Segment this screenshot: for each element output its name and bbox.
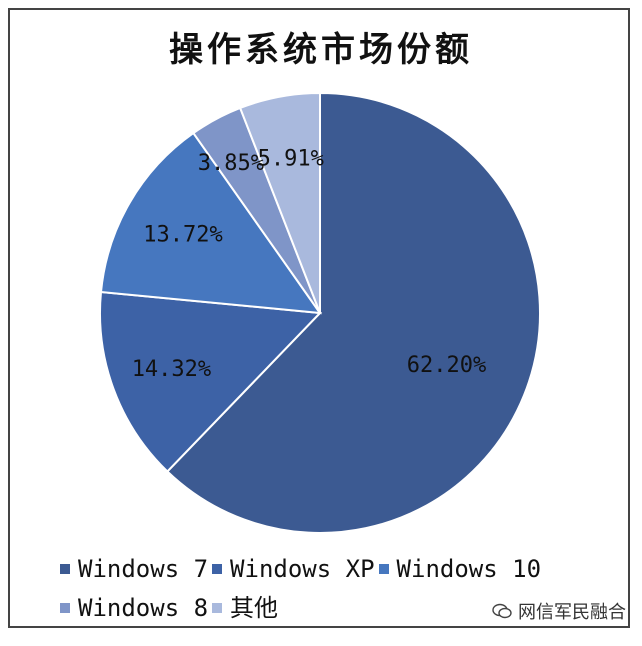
slice-label-5: 5.91%: [258, 146, 324, 171]
watermark: 网信军民融合: [492, 598, 626, 624]
slice-label-4: 3.85%: [198, 151, 264, 176]
watermark-text: 网信军民融合: [518, 602, 626, 623]
pie-slice-1: [165, 91, 541, 534]
legend: Windows 7 Windows XP Windows 10 Windows 8 其他: [60, 548, 600, 626]
legend-item-1: Windows 7: [60, 551, 208, 587]
legend-item-4: Windows 8: [60, 590, 208, 626]
pie-slice-5: [238, 91, 321, 314]
slice-label-1: 62.20%: [407, 353, 486, 378]
slice-label-2: 14.32%: [132, 357, 211, 382]
legend-swatch-1: [60, 564, 70, 574]
pie-slice-3: [99, 131, 323, 315]
legend-label-2: Windows XP: [230, 555, 375, 583]
legend-swatch-3: [378, 564, 389, 574]
wechat-icon: [492, 603, 512, 619]
legend-swatch-5: [212, 603, 223, 613]
slice-label-3: 13.72%: [143, 222, 222, 247]
legend-swatch-4: [60, 603, 70, 613]
legend-label-3: Windows 10: [396, 555, 542, 583]
chart-title: 操作系统市场份额: [169, 30, 473, 70]
legend-item-2: Windows XP: [212, 551, 375, 587]
legend-item-3: Windows 10: [378, 551, 542, 587]
legend-label-5: 其他: [230, 594, 279, 622]
legend-label-1: Windows 7: [78, 555, 209, 583]
legend-item-5: 其他: [212, 590, 278, 626]
legend-label-4: Windows 8: [78, 594, 209, 622]
legend-swatch-2: [212, 564, 223, 574]
pie-slice-2: [99, 290, 323, 473]
